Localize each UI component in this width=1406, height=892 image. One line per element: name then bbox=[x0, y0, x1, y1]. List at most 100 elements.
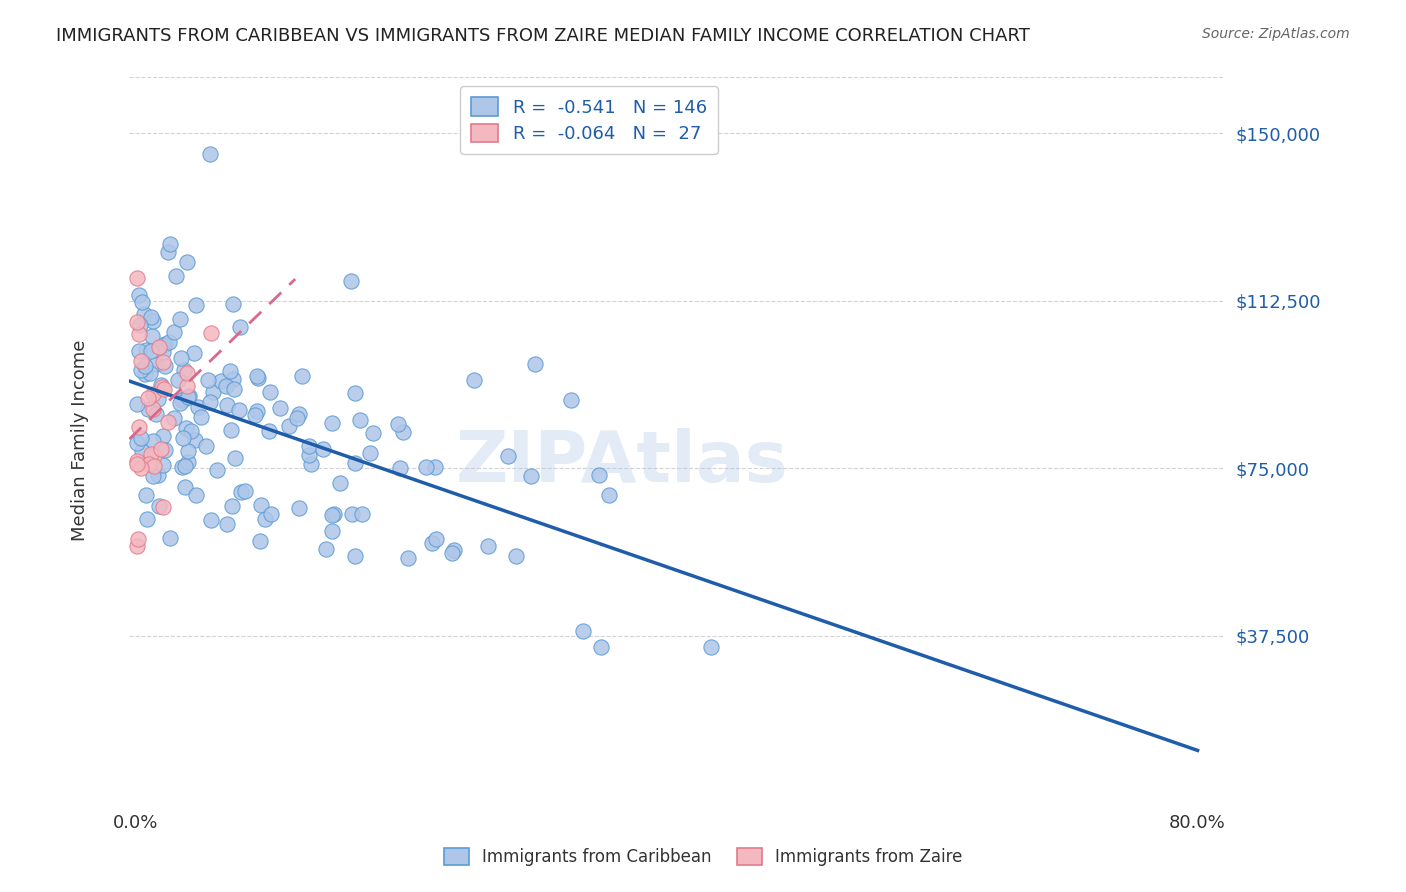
Point bbox=[440, 546, 463, 560]
Point bbox=[138, 457, 160, 471]
Point bbox=[219, 423, 242, 437]
Point bbox=[127, 397, 149, 411]
Point bbox=[173, 363, 195, 377]
Point bbox=[142, 449, 165, 463]
Point bbox=[349, 413, 371, 427]
Point bbox=[150, 379, 173, 393]
Point bbox=[323, 508, 346, 522]
Point bbox=[285, 411, 308, 425]
Point bbox=[135, 511, 157, 525]
Point bbox=[127, 457, 149, 471]
Point bbox=[131, 443, 153, 458]
Point bbox=[127, 315, 149, 329]
Point bbox=[152, 338, 174, 352]
Point bbox=[129, 363, 152, 377]
Point bbox=[177, 444, 200, 458]
Point bbox=[145, 407, 167, 421]
Point bbox=[129, 460, 152, 475]
Point bbox=[598, 488, 620, 502]
Point bbox=[391, 425, 413, 440]
Point bbox=[184, 488, 207, 502]
Point bbox=[143, 458, 166, 473]
Point bbox=[259, 507, 281, 521]
Point bbox=[222, 382, 245, 396]
Point bbox=[388, 460, 411, 475]
Point bbox=[155, 337, 177, 351]
Point bbox=[152, 355, 174, 369]
Point bbox=[135, 487, 157, 501]
Point bbox=[177, 390, 200, 404]
Point bbox=[170, 351, 193, 366]
Point bbox=[243, 409, 266, 423]
Point bbox=[298, 439, 321, 453]
Point bbox=[572, 624, 595, 638]
Point bbox=[176, 254, 198, 268]
Point bbox=[254, 512, 277, 526]
Point bbox=[200, 326, 222, 341]
Point bbox=[215, 398, 238, 412]
Point bbox=[246, 404, 269, 418]
Point bbox=[343, 385, 366, 400]
Point bbox=[186, 298, 208, 312]
Point bbox=[148, 468, 170, 483]
Point bbox=[195, 439, 218, 453]
Point bbox=[249, 534, 271, 549]
Point bbox=[205, 463, 228, 477]
Point bbox=[142, 314, 165, 328]
Point bbox=[180, 424, 202, 438]
Point bbox=[198, 395, 221, 409]
Point bbox=[141, 329, 163, 343]
Point bbox=[361, 425, 384, 440]
Point bbox=[200, 513, 222, 527]
Text: ZIPAtlas: ZIPAtlas bbox=[456, 427, 789, 497]
Point bbox=[165, 269, 187, 284]
Point bbox=[139, 310, 162, 324]
Legend: Immigrants from Caribbean, Immigrants from Zaire: Immigrants from Caribbean, Immigrants fr… bbox=[436, 840, 970, 875]
Point bbox=[344, 549, 367, 563]
Point bbox=[340, 274, 363, 288]
Point bbox=[259, 385, 281, 400]
Point bbox=[287, 408, 309, 422]
Point bbox=[170, 393, 193, 408]
Point bbox=[153, 382, 176, 396]
Point bbox=[524, 357, 547, 371]
Point bbox=[420, 536, 443, 550]
Point bbox=[425, 533, 447, 547]
Point bbox=[129, 318, 152, 333]
Point bbox=[217, 516, 239, 531]
Point bbox=[187, 400, 209, 414]
Point bbox=[387, 417, 409, 431]
Point bbox=[190, 409, 212, 424]
Point bbox=[167, 373, 190, 387]
Point bbox=[141, 344, 163, 359]
Point bbox=[315, 542, 337, 557]
Point bbox=[142, 434, 165, 448]
Point bbox=[152, 458, 174, 472]
Point bbox=[127, 435, 149, 450]
Point bbox=[269, 401, 291, 415]
Point bbox=[159, 531, 181, 545]
Point bbox=[229, 484, 252, 499]
Point bbox=[150, 442, 173, 456]
Point bbox=[291, 369, 314, 384]
Point bbox=[128, 287, 150, 301]
Point bbox=[221, 499, 243, 513]
Point bbox=[163, 411, 186, 425]
Point bbox=[219, 364, 242, 378]
Point bbox=[169, 311, 191, 326]
Text: Source: ZipAtlas.com: Source: ZipAtlas.com bbox=[1202, 27, 1350, 41]
Point bbox=[321, 508, 343, 523]
Text: Median Family Income: Median Family Income bbox=[72, 340, 89, 541]
Point bbox=[127, 539, 149, 553]
Point bbox=[224, 450, 246, 465]
Point bbox=[588, 467, 610, 482]
Point bbox=[157, 334, 180, 349]
Point bbox=[136, 402, 159, 417]
Point bbox=[148, 340, 170, 354]
Point bbox=[477, 539, 499, 553]
Point bbox=[700, 640, 723, 654]
Point bbox=[127, 271, 149, 285]
Point bbox=[134, 359, 156, 373]
Point bbox=[128, 327, 150, 342]
Point bbox=[174, 458, 197, 473]
